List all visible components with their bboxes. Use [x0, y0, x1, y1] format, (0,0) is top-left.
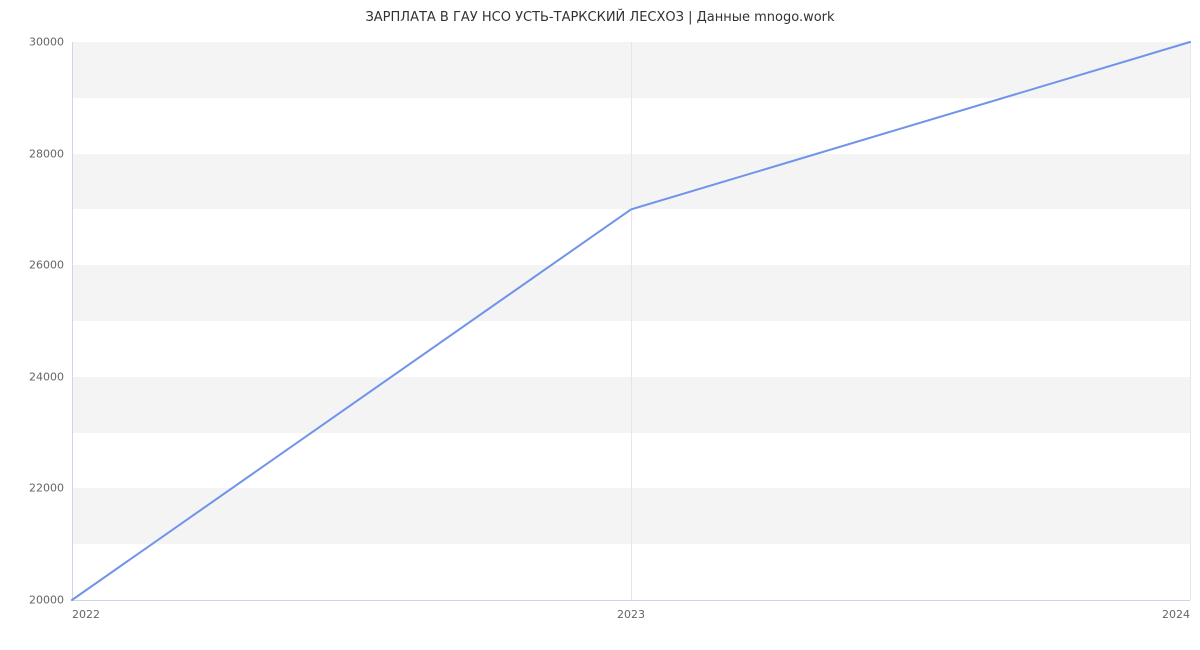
x-axis-line	[72, 600, 1190, 601]
y-tick-label: 22000	[29, 482, 64, 495]
series-line	[72, 42, 1190, 600]
x-tick-label: 2024	[1162, 608, 1190, 621]
salary-line-chart: ЗАРПЛАТА В ГАУ НСО УСТЬ-ТАРКСКИЙ ЛЕСХОЗ …	[0, 0, 1200, 650]
plot-area: 2000022000240002600028000300002022202320…	[72, 42, 1190, 600]
x-tick-label: 2022	[72, 608, 100, 621]
y-tick-label: 26000	[29, 259, 64, 272]
y-tick-label: 24000	[29, 370, 64, 383]
y-tick-label: 20000	[29, 594, 64, 607]
x-tick-label: 2023	[617, 608, 645, 621]
y-tick-label: 28000	[29, 147, 64, 160]
y-tick-label: 30000	[29, 36, 64, 49]
x-grid-line	[1190, 42, 1191, 600]
chart-title: ЗАРПЛАТА В ГАУ НСО УСТЬ-ТАРКСКИЙ ЛЕСХОЗ …	[0, 10, 1200, 25]
